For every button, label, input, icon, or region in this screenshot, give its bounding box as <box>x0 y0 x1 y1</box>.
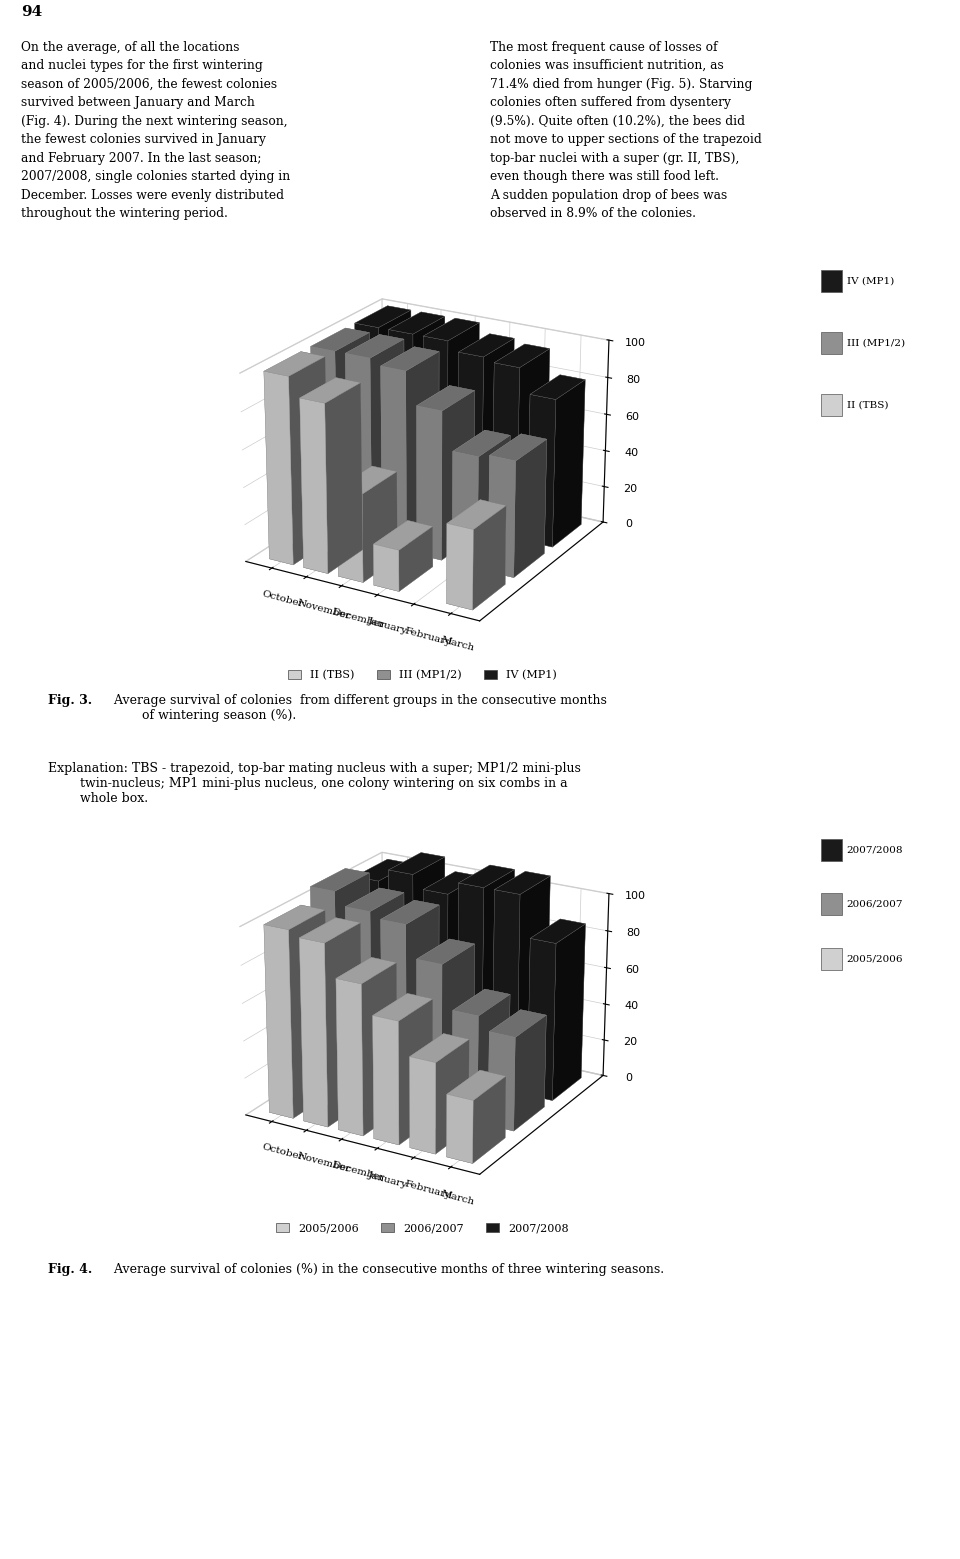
Text: II (TBS): II (TBS) <box>847 401 888 410</box>
Text: 2005/2006: 2005/2006 <box>847 954 903 963</box>
Text: The most frequent cause of losses of
colonies was insufficient nutrition, as
71.: The most frequent cause of losses of col… <box>490 41 761 220</box>
Text: 94: 94 <box>21 5 42 19</box>
Text: Fig. 3.: Fig. 3. <box>48 694 92 706</box>
Text: III (MP1/2): III (MP1/2) <box>847 338 905 348</box>
Legend: II (TBS), III (MP1/2), IV (MP1): II (TBS), III (MP1/2), IV (MP1) <box>283 666 562 684</box>
Text: Fig. 4.: Fig. 4. <box>48 1263 92 1275</box>
Text: IV (MP1): IV (MP1) <box>847 276 894 285</box>
Text: 2007/2008: 2007/2008 <box>847 845 903 854</box>
Text: Explanation: TBS - trapezoid, top-bar mating nucleus with a super; MP1/2 mini-pl: Explanation: TBS - trapezoid, top-bar ma… <box>48 762 581 804</box>
Text: On the average, of all the locations
and nuclei types for the first wintering
se: On the average, of all the locations and… <box>21 41 290 220</box>
Legend: 2005/2006, 2006/2007, 2007/2008: 2005/2006, 2006/2007, 2007/2008 <box>272 1219 573 1238</box>
Text: 2006/2007: 2006/2007 <box>847 900 903 909</box>
Text: Average survival of colonies  from different groups in the consecutive months
  : Average survival of colonies from differ… <box>110 694 607 722</box>
Text: Average survival of colonies (%) in the consecutive months of three wintering se: Average survival of colonies (%) in the … <box>110 1263 664 1275</box>
